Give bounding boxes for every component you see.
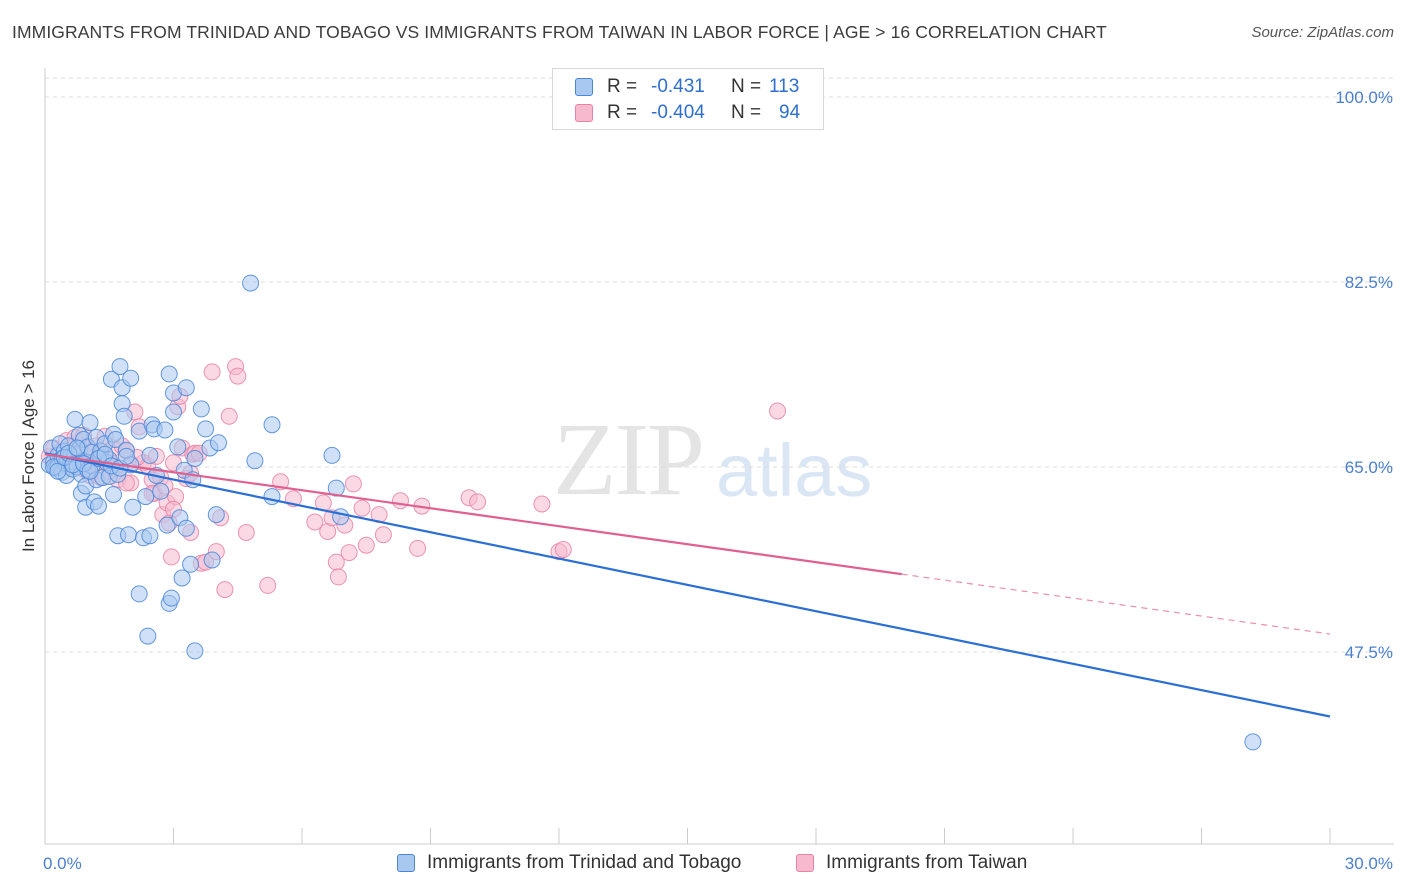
point-taiwan xyxy=(392,492,409,510)
point-trinidad xyxy=(177,519,195,537)
point-trinidad xyxy=(117,447,135,465)
pink-swatch xyxy=(796,854,814,872)
legend-label-series2: Immigrants from Taiwan xyxy=(826,852,1028,873)
point-trinidad xyxy=(210,434,227,452)
point-trinidad xyxy=(182,555,200,573)
point-taiwan xyxy=(554,541,572,558)
point-trinidad xyxy=(177,379,195,397)
point-trinidad xyxy=(323,446,341,464)
r-label: R = xyxy=(607,76,638,97)
point-trinidad xyxy=(197,420,215,438)
n-label: N = xyxy=(731,102,762,123)
point-trinidad xyxy=(139,627,157,645)
legend-item-series2: Immigrants from Taiwan xyxy=(796,852,1027,874)
point-trinidad xyxy=(115,407,133,425)
point-trinidad xyxy=(192,400,210,418)
pink-swatch xyxy=(575,104,593,122)
point-trinidad xyxy=(122,369,140,387)
y-axis-label: In Labor Force | Age > 16 xyxy=(19,360,38,552)
point-trinidad xyxy=(90,497,107,515)
point-trinidad xyxy=(124,498,142,516)
legend-label-series1: Immigrants from Trinidad and Tobago xyxy=(427,852,742,873)
point-taiwan xyxy=(374,526,392,544)
point-trinidad xyxy=(332,508,350,526)
point-trinidad xyxy=(137,488,155,506)
n-value: 94 xyxy=(779,102,801,123)
point-trinidad xyxy=(207,506,225,524)
watermark-atlas: atlas xyxy=(716,429,873,512)
point-taiwan xyxy=(237,524,255,541)
trend-line-trinidad xyxy=(44,452,1331,718)
point-trinidad xyxy=(141,446,159,464)
point-trinidad xyxy=(81,414,99,432)
blue-swatch xyxy=(575,78,593,96)
point-trinidad xyxy=(130,585,148,603)
point-trinidad xyxy=(160,365,178,383)
point-trinidad xyxy=(152,482,170,500)
source-label: Source: ZipAtlas.com xyxy=(1251,24,1394,41)
point-trinidad xyxy=(156,421,174,439)
point-trinidad xyxy=(173,569,191,587)
point-taiwan xyxy=(353,499,371,517)
point-trinidad xyxy=(141,527,159,545)
point-taiwan xyxy=(220,407,238,425)
point-trinidad xyxy=(242,274,260,292)
point-taiwan xyxy=(229,367,247,385)
x-tick-label: 30.0% xyxy=(1345,854,1393,873)
point-trinidad xyxy=(165,403,182,421)
point-trinidad xyxy=(120,526,137,544)
point-trinidad xyxy=(162,589,180,607)
point-taiwan xyxy=(340,544,358,562)
legend-item-series1: Immigrants from Trinidad and Tobago xyxy=(397,852,741,874)
y-tick-label: 82.5% xyxy=(1345,273,1393,292)
legend-row-series1: R = -0.431 N = 113 xyxy=(575,74,799,100)
n-label: N = xyxy=(731,76,762,97)
point-taiwan xyxy=(344,475,362,493)
point-trinidad xyxy=(186,450,204,467)
point-trinidad xyxy=(49,462,67,480)
watermark-zip: ZIP xyxy=(553,402,705,517)
y-tick-label: 47.5% xyxy=(1345,643,1393,662)
point-taiwan xyxy=(306,513,324,531)
point-trinidad xyxy=(1244,733,1262,751)
point-trinidad xyxy=(246,452,264,470)
point-trinidad xyxy=(107,431,125,448)
point-trinidad xyxy=(186,642,204,660)
point-trinidad xyxy=(263,416,281,434)
r-label: R = xyxy=(607,102,638,123)
x-tick-label: 0.0% xyxy=(43,854,82,873)
point-taiwan xyxy=(203,363,221,381)
legend-row-series2: R = -0.404 N = 94 xyxy=(575,100,800,126)
point-taiwan xyxy=(469,493,487,511)
point-trinidad xyxy=(105,486,122,503)
correlation-legend: R = -0.431 N = 113 R = -0.404 N = 94 xyxy=(552,68,824,130)
point-trinidad xyxy=(203,551,221,569)
r-value: -0.431 xyxy=(651,76,705,97)
point-taiwan xyxy=(216,581,234,599)
point-trinidad xyxy=(66,410,84,428)
point-trinidad xyxy=(68,439,86,457)
chart-title: IMMIGRANTS FROM TRINIDAD AND TOBAGO VS I… xyxy=(12,22,1107,42)
point-trinidad xyxy=(158,516,176,534)
r-value: -0.404 xyxy=(651,102,705,123)
n-value: 113 xyxy=(769,76,800,97)
y-tick-label: 100.0% xyxy=(1335,88,1393,107)
point-trinidad xyxy=(169,438,187,456)
blue-swatch xyxy=(397,854,415,872)
trend-line-taiwan-extrapolated xyxy=(901,573,1331,635)
point-trinidad xyxy=(111,358,129,376)
point-taiwan xyxy=(357,536,375,554)
point-taiwan xyxy=(769,402,786,420)
point-taiwan xyxy=(259,576,277,594)
point-taiwan xyxy=(533,495,551,513)
point-taiwan xyxy=(329,568,347,586)
point-taiwan xyxy=(409,539,427,557)
point-trinidad xyxy=(263,488,281,506)
y-tick-label: 65.0% xyxy=(1345,458,1393,477)
trend-line-taiwan xyxy=(44,453,902,576)
point-taiwan xyxy=(162,548,180,566)
